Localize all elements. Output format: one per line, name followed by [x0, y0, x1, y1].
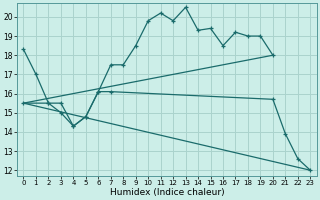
X-axis label: Humidex (Indice chaleur): Humidex (Indice chaleur): [109, 188, 224, 197]
